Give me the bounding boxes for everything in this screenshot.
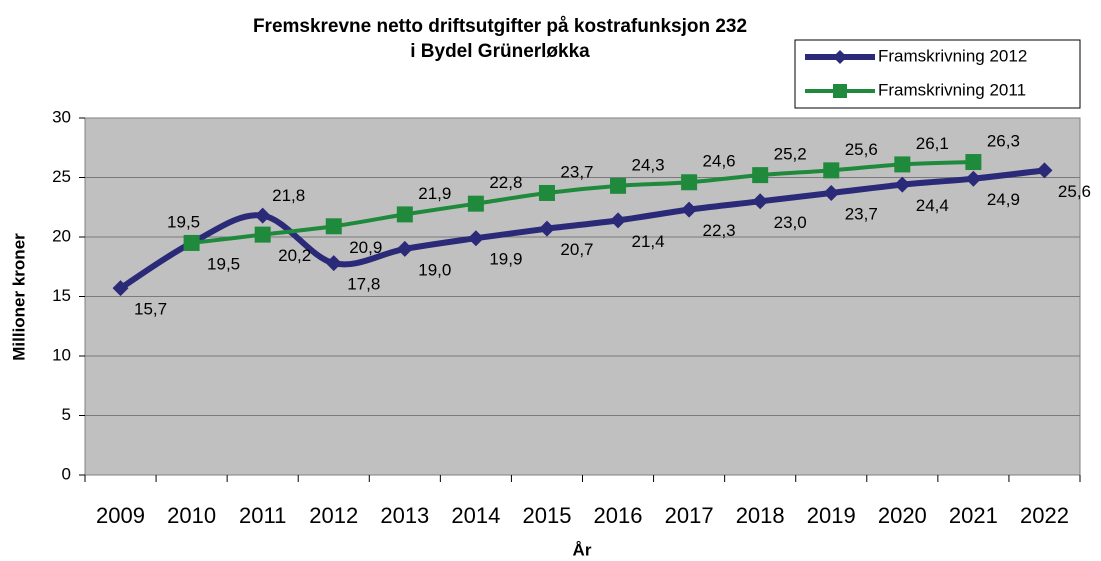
point (254, 207, 271, 224)
x-tick-label: 2010 (167, 503, 216, 528)
y-tick-label: 15 (52, 286, 71, 305)
x-tick-label: 2013 (380, 503, 429, 528)
point (396, 206, 413, 223)
x-tick-label: 2016 (594, 503, 643, 528)
legend-label: Framskrivning 2011 (878, 80, 1026, 99)
data-label: 21,8 (272, 186, 305, 205)
data-label: 23,7 (845, 204, 878, 223)
data-label: 15,7 (134, 300, 167, 319)
point (681, 201, 698, 218)
point (752, 167, 769, 184)
data-label: 20,7 (560, 240, 593, 259)
point (965, 154, 982, 171)
x-tick-label: 2020 (878, 503, 927, 528)
data-label: 26,1 (916, 134, 949, 153)
point (396, 240, 413, 257)
chart-title: Fremskrevne netto driftsutgifter på kost… (253, 16, 747, 37)
data-label: 20,9 (349, 238, 382, 257)
data-label: 19,5 (167, 212, 200, 231)
x-tick-label: 2011 (239, 503, 286, 528)
data-label: 24,4 (916, 196, 949, 215)
data-label: 22,3 (703, 221, 736, 240)
x-tick-label: 2019 (807, 503, 856, 528)
data-label: 19,0 (418, 260, 451, 279)
data-label: 25,6 (1058, 182, 1091, 201)
point (183, 234, 200, 251)
data-label: 20,2 (278, 246, 311, 265)
data-label: 19,9 (489, 250, 522, 269)
x-tick-label: 2012 (309, 503, 358, 528)
point (681, 174, 698, 191)
data-label: 23,7 (560, 162, 593, 181)
point (325, 218, 342, 235)
point (610, 212, 627, 229)
point (538, 184, 555, 201)
y-tick-label: 30 (52, 107, 71, 126)
point (112, 280, 129, 297)
x-tick-label: 2009 (96, 503, 145, 528)
chart-title: i Bydel Grünerløkka (410, 41, 590, 62)
y-tick-label: 20 (52, 226, 71, 245)
data-label: 24,3 (631, 155, 664, 174)
x-tick-label: 2017 (665, 503, 714, 528)
data-label: 23,0 (774, 213, 807, 232)
point (467, 230, 484, 247)
point (894, 156, 911, 173)
data-label: 17,8 (347, 275, 380, 294)
x-tick-label: 2018 (736, 503, 785, 528)
legend-label: Framskrivning 2012 (878, 46, 1027, 65)
data-label: 21,9 (418, 184, 451, 203)
point (833, 84, 847, 98)
point (538, 220, 555, 237)
x-tick-label: 2015 (522, 503, 571, 528)
point (1036, 162, 1053, 179)
data-label: 21,4 (631, 232, 664, 251)
point (823, 162, 840, 179)
x-tick-label: 2021 (949, 503, 998, 528)
y-tick-label: 25 (52, 167, 71, 186)
y-tick-label: 10 (52, 345, 71, 364)
y-tick-label: 0 (62, 464, 71, 483)
data-label: 19,5 (207, 254, 240, 273)
x-axis-label: År (573, 540, 592, 559)
data-label: 22,8 (489, 173, 522, 192)
data-label: 26,3 (987, 132, 1020, 151)
y-axis-label: Millioner kroner (9, 233, 28, 361)
point (823, 184, 840, 201)
y-tick-label: 5 (62, 405, 71, 424)
point (254, 226, 271, 243)
point (965, 170, 982, 187)
point (833, 50, 847, 64)
x-tick-label: 2022 (1020, 503, 1069, 528)
point (752, 193, 769, 210)
x-tick-label: 2014 (451, 503, 500, 528)
point (894, 176, 911, 193)
data-label: 25,2 (774, 145, 807, 164)
point (325, 255, 342, 272)
point (467, 195, 484, 212)
data-label: 25,6 (845, 140, 878, 159)
data-label: 24,9 (987, 190, 1020, 209)
point (610, 177, 627, 194)
data-label: 24,6 (703, 152, 736, 171)
